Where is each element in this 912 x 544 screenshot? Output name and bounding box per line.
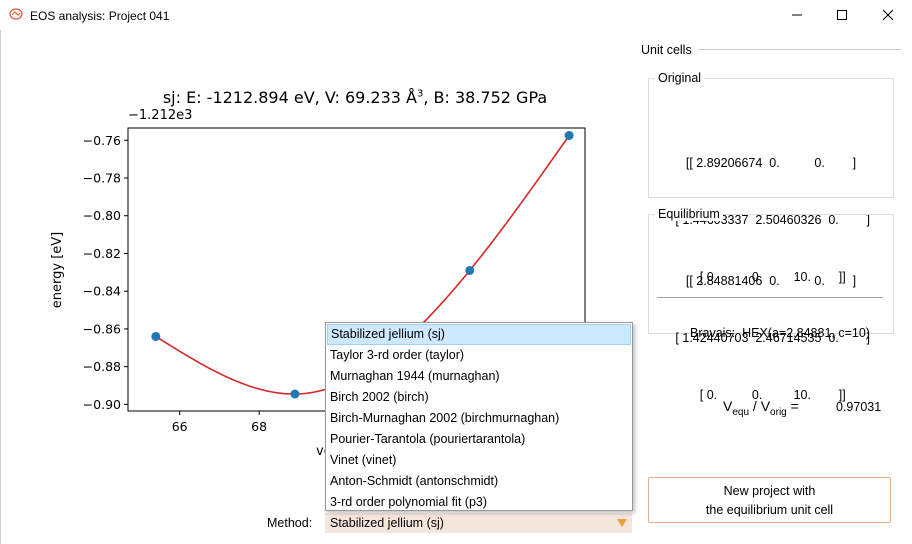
new-project-label-line2: the equilibrium unit cell bbox=[705, 503, 834, 517]
method-option[interactable]: Taylor 3-rd order (taylor) bbox=[330, 348, 465, 362]
close-icon bbox=[882, 9, 894, 21]
data-point bbox=[290, 389, 300, 399]
volume-ratio-value: 0.97031 bbox=[836, 400, 882, 414]
original-title: Original bbox=[655, 71, 705, 85]
method-option[interactable]: Anton-Schmidt (antonschmidt) bbox=[330, 474, 499, 488]
method-option[interactable]: Birch-Murnaghan 2002 (birchmurnaghan) bbox=[330, 411, 560, 425]
x-tick-label: 66 bbox=[172, 419, 188, 434]
method-option[interactable]: Pourier-Tarantola (pouriertarantola) bbox=[330, 432, 526, 446]
y-tick-label: −0.90 bbox=[83, 397, 121, 412]
data-point bbox=[465, 265, 475, 275]
y-tick-label: −0.76 bbox=[83, 133, 121, 148]
method-option[interactable]: Birch 2002 (birch) bbox=[330, 390, 429, 404]
x-tick-label: 68 bbox=[251, 419, 267, 434]
plot-title: sj: E: -1212.894 eV, V: 69.233 Å3, B: 38… bbox=[162, 88, 548, 107]
method-dropdown-list: Stabilized jellium (sj) Taylor 3-rd orde… bbox=[325, 322, 633, 511]
method-label: Method: bbox=[267, 516, 313, 530]
method-option[interactable]: Stabilized jellium (sj) bbox=[327, 324, 631, 345]
matrix-row: [[ 2.84881406 0. 0. ] bbox=[685, 274, 857, 288]
bravais-info: Bravais: HEX(a=2.84881, c=10) bbox=[690, 326, 870, 340]
title-bar: EOS analysis: Project 041 bbox=[0, 0, 912, 30]
bravais-label: Bravais: bbox=[690, 326, 736, 340]
matrix-row: [[ 2.89206674 0. 0. ] bbox=[685, 156, 857, 170]
y-tick-label: −0.78 bbox=[83, 170, 121, 185]
y-tick-label: −0.80 bbox=[83, 208, 121, 223]
matrix-row: [ 1.42440703 2.46714535 0. ] bbox=[671, 331, 871, 345]
minimize-button[interactable] bbox=[774, 0, 820, 30]
maximize-icon bbox=[837, 10, 847, 20]
maximize-button[interactable] bbox=[819, 0, 865, 30]
equilibrium-group: Equilibrium [[ 2.84881406 0. 0. ] [ 1.42… bbox=[648, 207, 894, 402]
original-group: Original [[ 2.89206674 0. 0. ] [ 1.44603… bbox=[648, 71, 894, 284]
unit-cells-divider bbox=[698, 49, 901, 50]
app-icon bbox=[9, 8, 23, 20]
equilibrium-matrix: [[ 2.84881406 0. 0. ] [ 1.42440703 2.467… bbox=[649, 234, 893, 443]
y-tick-label: −0.88 bbox=[83, 359, 121, 374]
volume-ratio-label: Vequ / Vorig = bbox=[723, 398, 799, 418]
close-button[interactable] bbox=[865, 0, 911, 30]
method-option[interactable]: Murnaghan 1944 (murnaghan) bbox=[330, 369, 500, 383]
minimize-icon bbox=[792, 14, 802, 16]
window-border bbox=[0, 30, 1, 544]
new-project-button[interactable]: New project with the equilibrium unit ce… bbox=[648, 477, 891, 523]
unit-cells-label: Unit cells bbox=[641, 43, 692, 57]
y-tick-label: −0.82 bbox=[83, 246, 121, 261]
new-project-label-line1: New project with bbox=[723, 484, 816, 498]
equilibrium-title: Equilibrium bbox=[655, 207, 723, 221]
window-title: EOS analysis: Project 041 bbox=[30, 9, 170, 23]
data-point bbox=[151, 331, 161, 341]
method-select[interactable]: Stabilized jellium (sj) bbox=[325, 513, 632, 533]
chevron-down-icon[interactable] bbox=[617, 519, 627, 527]
matrix-row: [ 0. 0. 10. ]] bbox=[696, 388, 846, 402]
y-offset-label: −1.212e3 bbox=[128, 108, 193, 123]
matrix-row: [ 0. 0. 10. ]] bbox=[696, 270, 846, 284]
y-tick-label: −0.86 bbox=[83, 321, 121, 336]
method-selected-value: Stabilized jellium (sj) bbox=[330, 516, 444, 530]
y-tick-label: −0.84 bbox=[83, 284, 121, 299]
data-point bbox=[564, 131, 574, 141]
method-option[interactable]: Vinet (vinet) bbox=[330, 453, 397, 467]
bravais-divider bbox=[657, 297, 883, 298]
bravais-value: HEX(a=2.84881, c=10) bbox=[742, 326, 870, 340]
method-option[interactable]: 3-rd order polynomial fit (p3) bbox=[330, 495, 488, 509]
